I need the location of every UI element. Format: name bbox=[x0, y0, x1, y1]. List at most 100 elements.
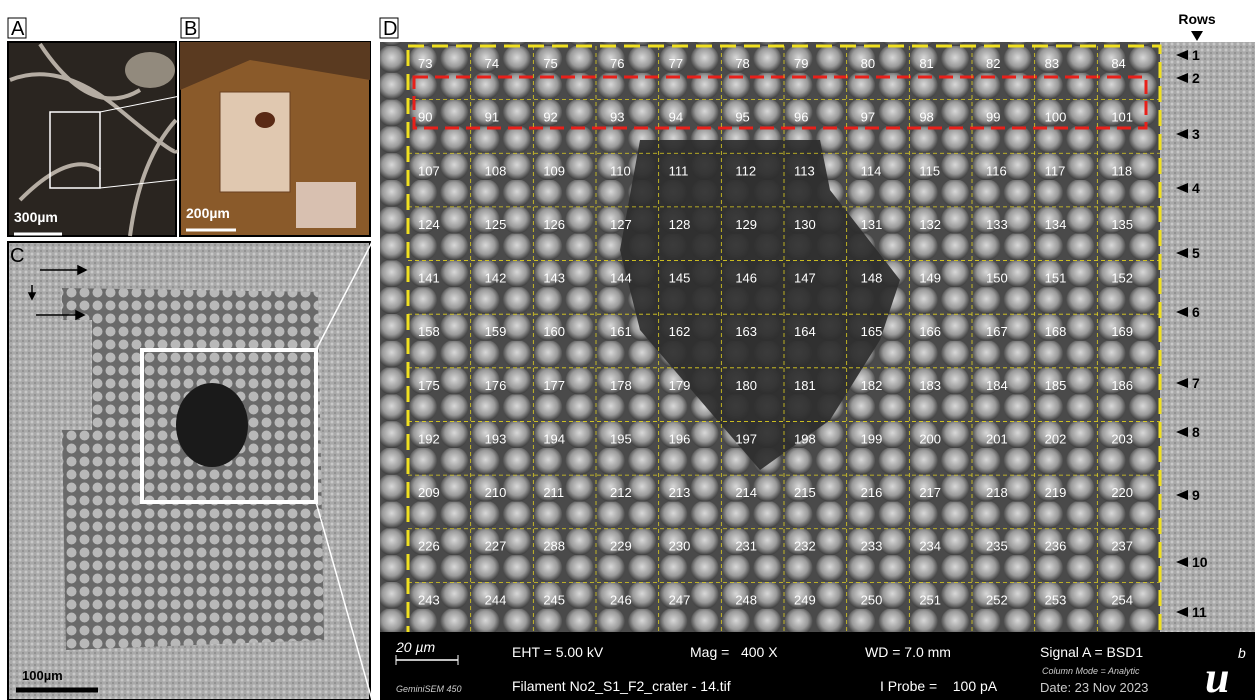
cell-number: 177 bbox=[543, 378, 565, 393]
cell-number: 93 bbox=[610, 110, 624, 125]
cell-number: 142 bbox=[485, 271, 507, 286]
cell-number: 183 bbox=[919, 378, 941, 393]
cell-number: 133 bbox=[986, 217, 1008, 232]
scale-label: 200µm bbox=[186, 205, 230, 221]
cell-number: 108 bbox=[485, 163, 507, 178]
eht: EHT = 5.00 kV bbox=[512, 644, 604, 660]
cell-number: 251 bbox=[919, 592, 941, 607]
cell-number: 124 bbox=[418, 217, 440, 232]
cell-number: 112 bbox=[735, 163, 756, 178]
cell-number: 75 bbox=[543, 56, 557, 71]
cell-number: 146 bbox=[735, 271, 757, 286]
cell-number: 217 bbox=[919, 485, 941, 500]
cell-number: 110 bbox=[610, 163, 631, 178]
cell-number: 129 bbox=[735, 217, 757, 232]
cell-number: 180 bbox=[735, 378, 757, 393]
cell-number: 164 bbox=[794, 324, 816, 339]
cell-number: 168 bbox=[1045, 324, 1067, 339]
cell-number: 235 bbox=[986, 539, 1008, 554]
cell-number: 167 bbox=[986, 324, 1008, 339]
cell-number: 166 bbox=[919, 324, 941, 339]
cell-number: 158 bbox=[418, 324, 440, 339]
cell-number: 101 bbox=[1111, 110, 1133, 125]
cell-number: 216 bbox=[861, 485, 883, 500]
cell-number: 219 bbox=[1045, 485, 1067, 500]
file-name: Filament No2_S1_F2_crater - 14.tif bbox=[512, 678, 731, 694]
cell-number: 82 bbox=[986, 56, 1000, 71]
row-label: 10 bbox=[1192, 554, 1208, 570]
cell-number: 135 bbox=[1111, 217, 1133, 232]
cell-number: 126 bbox=[543, 217, 565, 232]
cell-number: 194 bbox=[543, 431, 565, 446]
cell-number: 196 bbox=[669, 431, 691, 446]
cell-number: 184 bbox=[986, 378, 1008, 393]
cell-number: 113 bbox=[794, 163, 815, 178]
cell-number: 109 bbox=[543, 163, 565, 178]
cell-number: 81 bbox=[919, 56, 933, 71]
cell-number: 161 bbox=[610, 324, 632, 339]
cell-number: 99 bbox=[986, 110, 1000, 125]
cell-number: 245 bbox=[543, 592, 565, 607]
cell-number: 246 bbox=[610, 592, 632, 607]
panel-label: C bbox=[10, 245, 24, 267]
panel-b: 200µm B bbox=[180, 18, 370, 236]
speck bbox=[125, 52, 175, 88]
instrument: GeminiSEM 450 bbox=[396, 684, 462, 694]
array-photo-2 bbox=[296, 182, 356, 228]
cell-number: 83 bbox=[1045, 56, 1059, 71]
rows-arrow bbox=[1191, 31, 1203, 41]
array-photo bbox=[220, 92, 290, 192]
cell-number: 74 bbox=[485, 56, 499, 71]
cell-number: 80 bbox=[861, 56, 875, 71]
cell-number: 131 bbox=[861, 217, 883, 232]
cell-number: 229 bbox=[610, 539, 632, 554]
row-label: 4 bbox=[1192, 180, 1200, 196]
cell-number: 97 bbox=[861, 110, 875, 125]
cell-number: 115 bbox=[919, 163, 940, 178]
cell-number: 178 bbox=[610, 378, 632, 393]
cell-number: 96 bbox=[794, 110, 808, 125]
row-label: 9 bbox=[1192, 487, 1200, 503]
scale-label: 300µm bbox=[14, 209, 58, 225]
cell-number: 92 bbox=[543, 110, 557, 125]
cell-number: 141 bbox=[418, 271, 440, 286]
cell-number: 202 bbox=[1045, 431, 1067, 446]
cell-number: 118 bbox=[1111, 163, 1132, 178]
cell-number: 128 bbox=[669, 217, 691, 232]
panel-c: 100µm C bbox=[8, 242, 372, 700]
row-label: 6 bbox=[1192, 304, 1200, 320]
cell-number: 203 bbox=[1111, 431, 1133, 446]
cell-number: 143 bbox=[543, 271, 565, 286]
row-label: 7 bbox=[1192, 375, 1200, 391]
cell-number: 209 bbox=[418, 485, 440, 500]
cell-number: 231 bbox=[735, 539, 757, 554]
cell-number: 130 bbox=[794, 217, 816, 232]
cell-number: 195 bbox=[610, 431, 632, 446]
cell-number: 250 bbox=[861, 592, 883, 607]
panel-label: D bbox=[383, 18, 397, 40]
cell-number: 111 bbox=[669, 163, 689, 178]
date: Date: 23 Nov 2023 bbox=[1040, 680, 1148, 695]
cell-number: 215 bbox=[794, 485, 816, 500]
cell-number: 214 bbox=[735, 485, 757, 500]
cell-number: 147 bbox=[794, 271, 816, 286]
mag: Mag = 400 X bbox=[690, 644, 778, 660]
info-bar: 20 µm GeminiSEM 450 EHT = 5.00 kV Filame… bbox=[380, 632, 1255, 700]
cell-number: 116 bbox=[986, 163, 1007, 178]
scale-label: 100µm bbox=[22, 668, 63, 683]
cell-number: 163 bbox=[735, 324, 757, 339]
figure: 300µm A 200µm B 100µm C D bbox=[0, 0, 1255, 700]
cell-number: 160 bbox=[543, 324, 565, 339]
cell-number: 175 bbox=[418, 378, 440, 393]
cell-number: 248 bbox=[735, 592, 757, 607]
cell-number: 117 bbox=[1045, 163, 1066, 178]
cell-number: 78 bbox=[735, 56, 749, 71]
cell-number: 95 bbox=[735, 110, 749, 125]
cell-number: 227 bbox=[485, 539, 507, 554]
wd: WD = 7.0 mm bbox=[865, 644, 951, 660]
signal: Signal A = BSD1 bbox=[1040, 644, 1143, 660]
cell-number: 76 bbox=[610, 56, 624, 71]
cell-number: 236 bbox=[1045, 539, 1067, 554]
logo-sup: b bbox=[1238, 645, 1246, 661]
cell-number: 98 bbox=[919, 110, 933, 125]
